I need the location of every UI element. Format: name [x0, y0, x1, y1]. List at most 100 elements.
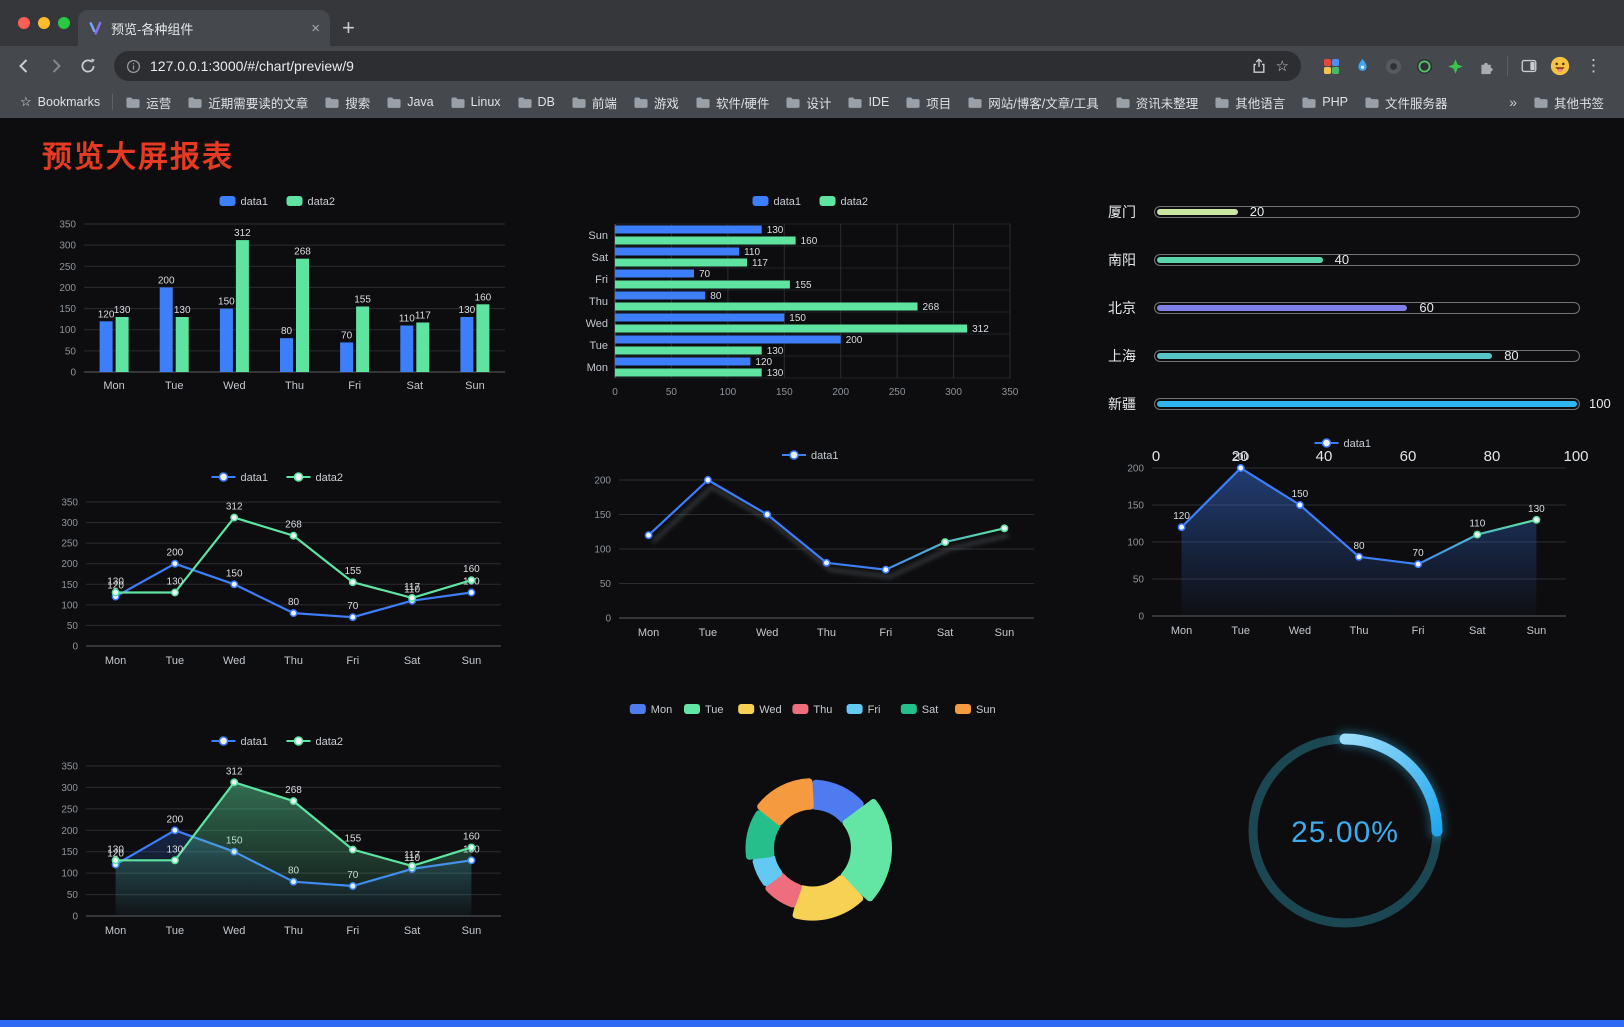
bookmark-folder[interactable]: DB: [509, 90, 563, 115]
svg-text:70: 70: [699, 269, 711, 280]
chart-line-dual[interactable]: data1 data2 0 50 100 150 200 250 300 350 Mon Tue Wed…: [40, 432, 519, 682]
chart-bar-vertical[interactable]: data1 data2 0 50 100 150 200 250 300 350 Mon 120 130…: [40, 184, 519, 418]
tab-close-icon[interactable]: ×: [311, 19, 320, 37]
browser-menu-button[interactable]: ⋮: [1585, 56, 1602, 75]
bookmark-folder[interactable]: Linux: [442, 90, 509, 115]
svg-text:0: 0: [70, 368, 76, 379]
svg-text:250: 250: [61, 804, 78, 815]
svg-text:80: 80: [1353, 541, 1365, 552]
zoom-window-button[interactable]: [58, 17, 70, 29]
bookmarks-manager-item[interactable]: ☆ Bookmarks: [12, 91, 108, 113]
side-panel-icon[interactable]: [1519, 56, 1539, 76]
svg-text:Fri: Fri: [868, 704, 881, 716]
bookmarks-overflow-chevron[interactable]: »: [1509, 94, 1517, 110]
folder-icon: [906, 96, 920, 108]
svg-text:Wed: Wed: [1289, 625, 1311, 637]
svg-text:Mon: Mon: [651, 704, 672, 716]
bookmark-folder[interactable]: 其他语言: [1206, 90, 1293, 115]
bookmarks-bar: ☆ Bookmarks 运营 近期需要读的文章 搜索 Java Linux DB 前端 游戏软…: [0, 86, 1624, 118]
forward-button[interactable]: [42, 52, 70, 80]
extension-icon-pin[interactable]: [1352, 56, 1372, 76]
chart-donut[interactable]: Mon Tue Wed Thu Fri Sat Sun: [573, 696, 1052, 972]
bookmark-folder[interactable]: 网站/博客/文章/工具: [959, 90, 1106, 115]
progress-fill: [1157, 257, 1323, 263]
svg-text:Fri: Fri: [346, 925, 359, 937]
bookmark-star-icon[interactable]: ☆: [1275, 58, 1289, 75]
folder-icon: [786, 96, 800, 108]
toolbar-divider: [1507, 56, 1508, 76]
url-text[interactable]: 127.0.0.1:3000/#/chart/preview/9: [150, 58, 354, 74]
bookmark-folder[interactable]: 文件服务器: [1356, 90, 1456, 115]
svg-text:200: 200: [59, 283, 76, 294]
bookmark-folder[interactable]: 前端: [563, 90, 625, 115]
bookmark-folder[interactable]: IDE: [839, 90, 897, 115]
folder-icon: [634, 96, 648, 108]
chart-bar-horizontal[interactable]: data1 data2 0 50 100 150 200 250 300 350 Mon 120 130…: [573, 184, 1052, 418]
svg-text:0: 0: [612, 387, 618, 398]
svg-text:25.00%: 25.00%: [1291, 816, 1399, 849]
svg-text:150: 150: [218, 297, 235, 308]
svg-text:Sat: Sat: [404, 655, 421, 667]
svg-text:300: 300: [61, 518, 78, 529]
new-tab-button[interactable]: +: [342, 15, 355, 40]
chart-line-single[interactable]: data1 0 50 100 150 200 Mon Tue Wed Thu Fri Sat Sun: [573, 432, 1052, 682]
chart-line-area-dual[interactable]: data1 data2 0 50 100 150 200 250 300 350 Mon Tue Wed…: [40, 696, 519, 972]
svg-text:155: 155: [795, 280, 812, 291]
bookmark-folder[interactable]: 资讯未整理: [1107, 90, 1207, 115]
back-button[interactable]: [10, 52, 38, 80]
bookmark-folder[interactable]: Java: [378, 90, 441, 115]
svg-text:110: 110: [1469, 519, 1485, 530]
chart-line-area[interactable]: data1 0 50 100 150 200 Mon Tue Wed Thu Fri Sat Sun 12…: [1106, 432, 1584, 682]
svg-text:data2: data2: [316, 472, 344, 484]
svg-text:Thu: Thu: [813, 704, 832, 716]
svg-text:Sat: Sat: [591, 252, 608, 264]
share-icon[interactable]: [1251, 58, 1267, 74]
address-bar[interactable]: 127.0.0.1:3000/#/chart/preview/9 ☆: [114, 51, 1301, 81]
extension-icon-green-star[interactable]: [1445, 56, 1465, 76]
svg-text:268: 268: [285, 520, 302, 531]
bookmarks-label: Bookmarks: [37, 95, 101, 109]
svg-text:Mon: Mon: [638, 627, 659, 639]
extension-icon-dark-circle[interactable]: [1383, 56, 1403, 76]
svg-text:250: 250: [889, 387, 906, 398]
extension-icon-lens[interactable]: [1414, 56, 1434, 76]
bookmark-folder[interactable]: 运营: [117, 90, 179, 115]
svg-text:130: 130: [167, 844, 184, 855]
bookmark-folder[interactable]: 近期需要读的文章: [179, 90, 316, 115]
svg-text:data1: data1: [811, 450, 839, 462]
svg-text:70: 70: [347, 601, 359, 612]
profile-avatar[interactable]: [1550, 56, 1570, 76]
minimize-window-button[interactable]: [38, 17, 50, 29]
svg-text:Mon: Mon: [103, 380, 124, 392]
bookmark-folder[interactable]: 设计: [777, 90, 839, 115]
svg-text:150: 150: [61, 580, 78, 591]
bookmark-folder[interactable]: PHP: [1293, 90, 1356, 115]
svg-text:110: 110: [744, 247, 760, 258]
svg-text:200: 200: [158, 275, 175, 286]
bookmark-folder[interactable]: 游戏: [625, 90, 687, 115]
site-info-icon[interactable]: [126, 59, 141, 74]
svg-text:Tue: Tue: [589, 340, 608, 352]
chart-progress-bars[interactable]: 厦门 20 南阳 40 北京 60 上海 80 新疆 100 0 20 40 60 80 100: [1106, 184, 1611, 465]
reload-button[interactable]: [74, 52, 102, 80]
other-bookmarks-folder[interactable]: 其他书签: [1525, 90, 1612, 115]
bookmark-folder[interactable]: 软件/硬件: [687, 90, 777, 115]
window-titlebar: 预览-各种组件 × +: [0, 0, 1624, 46]
svg-text:160: 160: [475, 292, 492, 303]
svg-text:Fri: Fri: [879, 627, 892, 639]
svg-text:300: 300: [59, 241, 76, 252]
chart-gauge[interactable]: 25.00%: [1106, 696, 1584, 972]
svg-text:Mon: Mon: [105, 925, 126, 937]
close-window-button[interactable]: [18, 17, 30, 29]
extension-icon-colorful[interactable]: [1321, 56, 1341, 76]
browser-tab[interactable]: 预览-各种组件 ×: [78, 10, 330, 46]
bookmark-folder[interactable]: 项目: [897, 90, 959, 115]
progress-label: 厦门: [1108, 204, 1136, 220]
progress-fill: [1157, 209, 1238, 215]
page-content: 预览大屏报表 data1 data2 0 50 100 150 200 250 300 350 Mo…: [0, 118, 1624, 1020]
svg-text:120: 120: [107, 581, 124, 592]
progress-track: 80: [1154, 348, 1580, 363]
svg-text:80: 80: [281, 326, 293, 337]
bookmark-folder[interactable]: 搜索: [316, 90, 378, 115]
extensions-puzzle-icon[interactable]: [1476, 56, 1496, 76]
